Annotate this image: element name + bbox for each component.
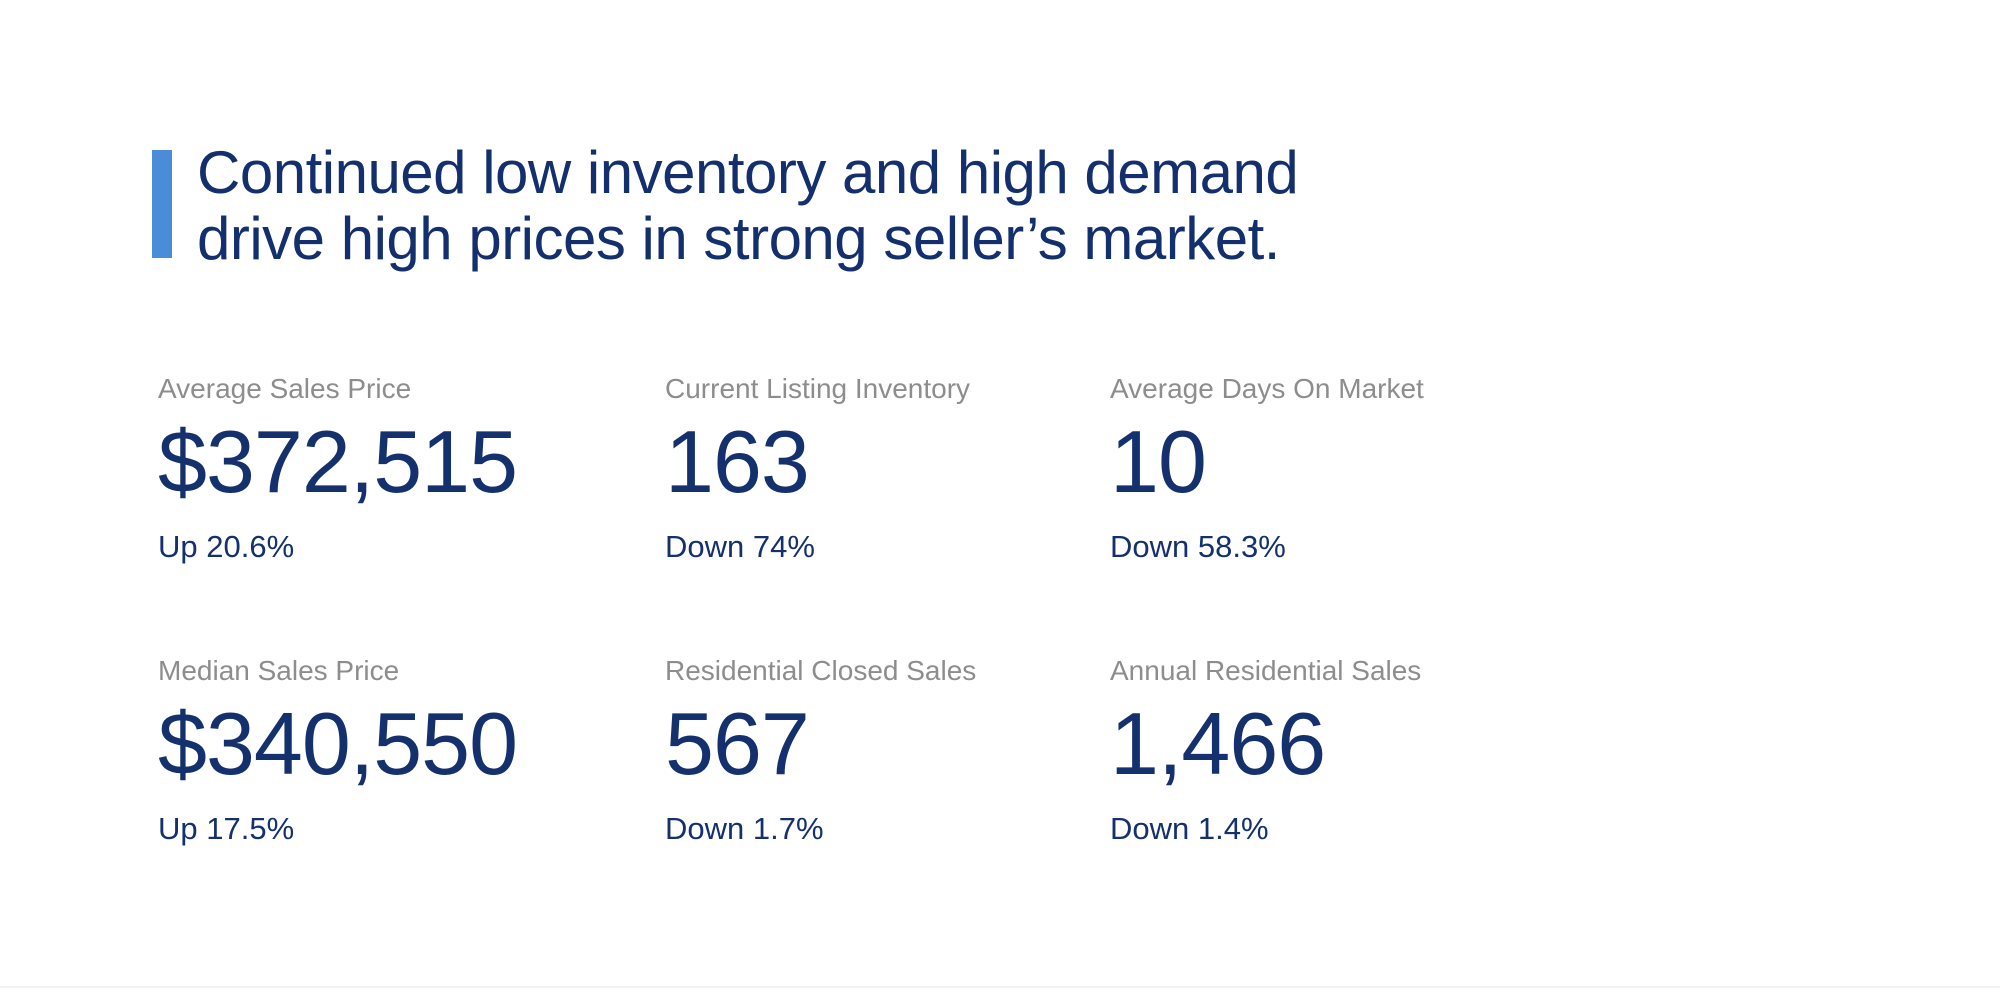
stat-label: Annual Residential Sales — [1110, 655, 1422, 686]
bottom-edge-line — [0, 986, 2000, 988]
stat-card-current-listing-inventory: Current Listing Inventory 163 Down 74% — [665, 372, 1110, 566]
stat-label: Residential Closed Sales — [665, 655, 977, 686]
stat-value: $340,550 — [158, 694, 518, 793]
stat-change: Up 20.6% — [158, 529, 295, 564]
stat-value: 10 — [1110, 412, 1207, 511]
headline-block: Continued low inventory and high demand … — [152, 139, 1299, 272]
stat-value: 163 — [665, 412, 810, 511]
stat-change: Down 1.4% — [1110, 811, 1269, 846]
stat-label: Average Days On Market — [1110, 373, 1424, 404]
stat-value: $372,515 — [158, 412, 518, 511]
stat-change: Down 74% — [665, 529, 815, 564]
stat-change: Down 1.7% — [665, 811, 824, 846]
stat-label: Median Sales Price — [158, 655, 400, 686]
stat-value: 567 — [665, 694, 810, 793]
stat-card-median-sales-price: Median Sales Price $340,550 Up 17.5% — [158, 654, 665, 848]
stat-card-residential-closed-sales: Residential Closed Sales 567 Down 1.7% — [665, 654, 1110, 848]
stat-value: 1,466 — [1110, 694, 1326, 793]
headline-accent-bar — [152, 150, 172, 258]
stat-card-average-days-on-market: Average Days On Market 10 Down 58.3% — [1110, 372, 1670, 566]
stat-label: Current Listing Inventory — [665, 373, 971, 404]
stat-change: Down 58.3% — [1110, 529, 1286, 564]
stat-card-annual-residential-sales: Annual Residential Sales 1,466 Down 1.4% — [1110, 654, 1670, 848]
headline-line-2: drive high prices in strong seller’s mar… — [197, 205, 1280, 272]
headline-line-1: Continued low inventory and high demand — [197, 139, 1299, 206]
stat-card-average-sales-price: Average Sales Price $372,515 Up 20.6% — [158, 372, 665, 566]
stats-grid: Average Sales Price $372,515 Up 20.6% Cu… — [158, 372, 1670, 848]
headline-text: Continued low inventory and high demand … — [197, 139, 1299, 272]
stat-change: Up 17.5% — [158, 811, 295, 846]
stat-label: Average Sales Price — [158, 373, 412, 404]
